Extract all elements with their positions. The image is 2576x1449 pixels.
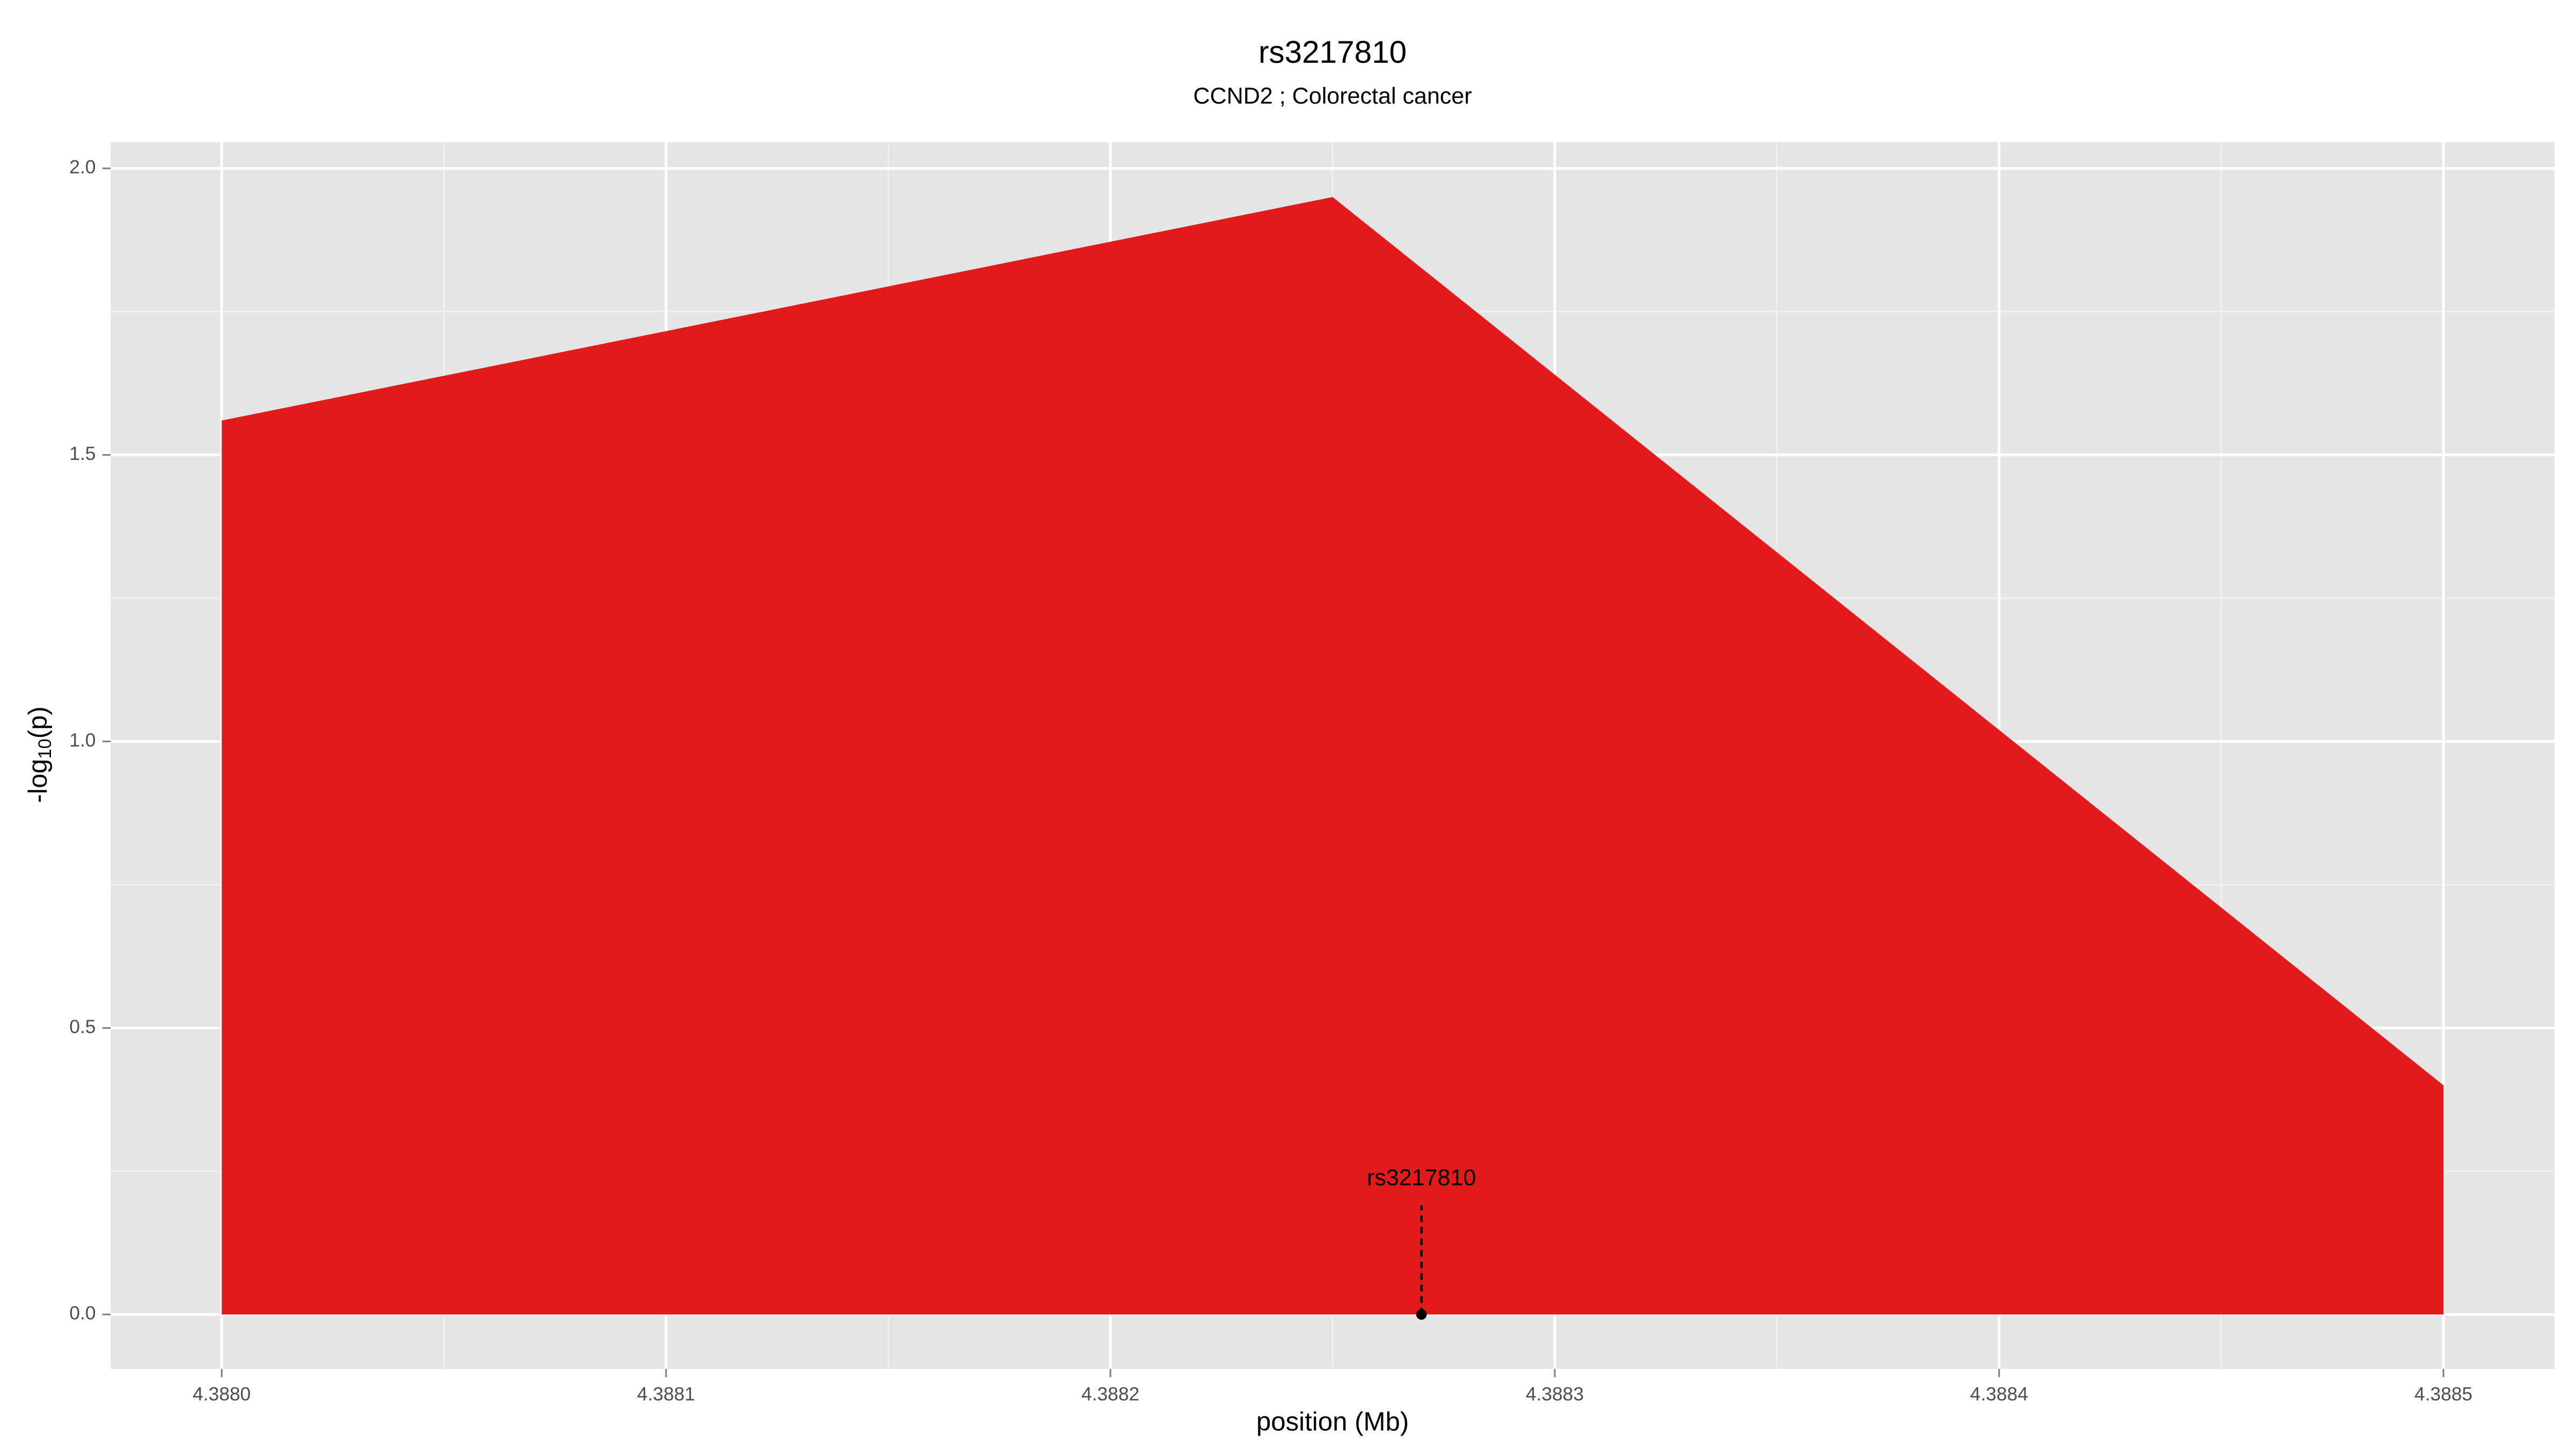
y-label-end: (p) [23, 706, 53, 738]
y-axis-label: -log10(p) [23, 706, 55, 803]
y-tick-label: 1.0 [69, 730, 96, 751]
y-tick-label: 1.5 [69, 443, 96, 464]
x-tick-label: 4.3884 [1970, 1384, 2028, 1404]
x-tick-label: 4.3885 [2414, 1384, 2472, 1404]
x-tick-label: 4.3883 [1526, 1384, 1584, 1404]
chart-title: rs3217810 [1258, 35, 1407, 70]
x-tick-label: 4.3881 [637, 1384, 695, 1404]
x-tick-label: 4.3880 [193, 1384, 251, 1404]
x-tick-label: 4.3882 [1081, 1384, 1139, 1404]
x-axis-label: position (Mb) [1256, 1407, 1409, 1436]
y-tick-label: 2.0 [69, 157, 96, 178]
area [222, 197, 2444, 1315]
annotation-label: rs3217810 [1367, 1165, 1476, 1191]
y-tick-label: 0.5 [69, 1016, 96, 1037]
annotation-point [1416, 1309, 1427, 1320]
y-label-sub: 10 [35, 738, 55, 759]
y-tick-label: 0.0 [69, 1303, 96, 1324]
y-label-main: -log [23, 759, 53, 803]
chart-subtitle: CCND2 ; Colorectal cancer [1193, 83, 1472, 109]
